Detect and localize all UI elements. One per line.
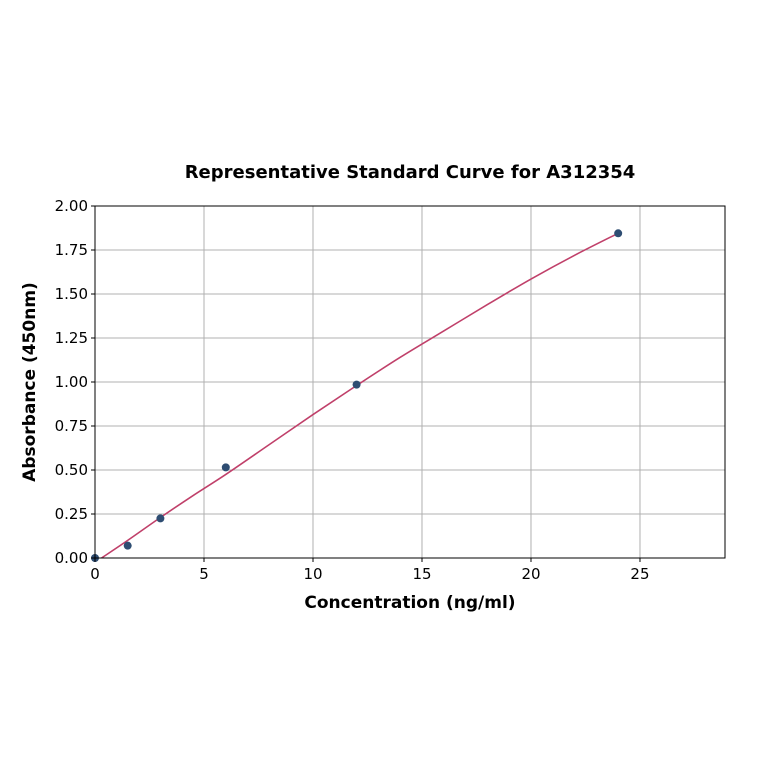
- x-tick-label: 5: [199, 565, 209, 583]
- x-tick-label: 0: [90, 565, 100, 583]
- y-tick-label: 0.75: [55, 417, 88, 435]
- x-tick-label: 15: [412, 565, 431, 583]
- grid-lines: [94, 205, 725, 559]
- y-axis-ticks: 0.00 0.25 0.50 0.75 1.00 1.25 1.50 1.75 2.00: [55, 197, 95, 567]
- x-axis-ticks: 0 5 10 15 20 25: [90, 558, 650, 583]
- data-point: [156, 514, 165, 523]
- fit-line: [101, 232, 619, 559]
- fitted-curve: [101, 232, 619, 559]
- y-tick-label: 2.00: [55, 197, 88, 215]
- x-tick-label: 10: [303, 565, 322, 583]
- data-point: [221, 463, 230, 472]
- y-axis-label: Absorbance (450nm): [20, 282, 40, 482]
- y-tick-label: 1.25: [55, 329, 88, 347]
- x-tick-label: 25: [630, 565, 649, 583]
- x-tick-label: 20: [521, 565, 540, 583]
- y-tick-label: 1.50: [55, 285, 88, 303]
- y-tick-label: 0.00: [55, 549, 88, 567]
- chart-title: Representative Standard Curve for A31235…: [185, 162, 636, 183]
- data-point: [352, 380, 361, 389]
- data-point: [614, 229, 623, 238]
- data-point: [123, 541, 132, 550]
- x-axis-label: Concentration (ng/ml): [304, 593, 515, 613]
- y-tick-label: 1.75: [55, 241, 88, 259]
- data-points: [91, 229, 623, 562]
- y-tick-label: 0.25: [55, 505, 88, 523]
- y-tick-label: 1.00: [55, 373, 88, 391]
- y-tick-label: 0.50: [55, 461, 88, 479]
